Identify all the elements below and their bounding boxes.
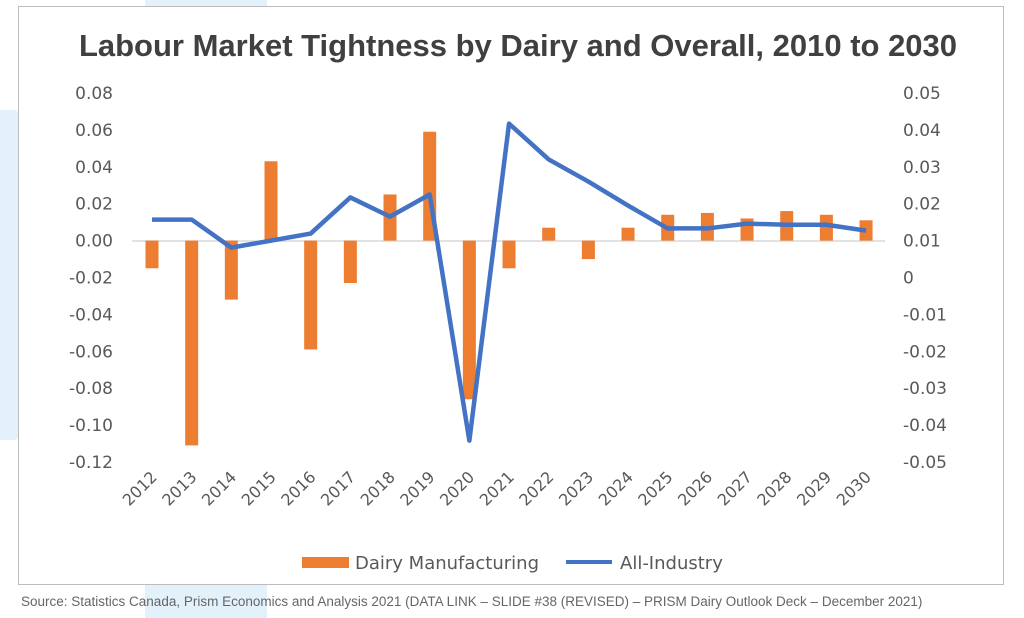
left-axis-tick-label: -0.02 [69,269,113,289]
x-axis-tick-label: 2029 [793,467,835,509]
right-axis-tick-label: 0 [903,269,914,289]
right-axis-tick-label: -0.02 [903,342,947,362]
x-axis-tick-label: 2022 [515,467,557,509]
x-axis-tick-label: 2026 [674,467,716,509]
right-axis-tick-label: 0.02 [903,195,941,215]
x-axis-tick-label: 2020 [436,467,478,509]
x-axis-tick-label: 2027 [714,467,756,509]
left-axis-tick-label: 0.06 [75,121,113,141]
left-axis-tick-label: 0.08 [75,84,113,104]
right-axis-tick-label: 0.05 [903,84,941,104]
dairy-bar-2013 [185,240,199,446]
dairy-bar-2014 [224,240,238,300]
chart-title: Labour Market Tightness by Dairy and Ove… [79,28,957,63]
x-axis-tick-label: 2017 [317,467,359,509]
left-axis-tick-label: -0.10 [69,416,113,436]
dairy-bar-2022 [542,227,556,241]
x-axis-tick-label: 2013 [158,467,200,509]
x-axis-tick-label: 2028 [753,467,795,509]
x-axis-tick-label: 2025 [634,467,676,509]
dairy-bar-2017 [343,240,357,284]
left-axis-tick-label: -0.08 [69,379,113,399]
dairy-bar-2029 [819,214,833,241]
right-axis-tick-label: 0.03 [903,158,941,178]
x-axis-tick-label: 2015 [238,467,280,509]
legend: Dairy Manufacturing All-Industry [302,553,723,574]
x-axis-tick-label: 2023 [555,467,597,509]
legend-swatch-dairy [302,557,349,568]
chart-frame [18,6,1004,585]
right-axis-tick-label: -0.01 [903,305,947,325]
dairy-bar-2024 [621,227,635,241]
right-axis-tick-label: 0.01 [903,232,941,252]
x-axis-tick-label: 2012 [119,467,161,509]
x-axis-tick-label: 2024 [595,467,637,509]
right-axis-tick-label: -0.05 [903,453,947,473]
left-axis-tick-label: 0.04 [75,158,113,178]
left-axis-tick-label: -0.12 [69,453,113,473]
x-axis-tick-label: 2030 [833,467,875,509]
left-axis-tick-label: -0.04 [69,305,113,325]
dairy-bar-2020 [462,240,476,400]
x-axis-tick-label: 2021 [476,467,518,509]
dairy-bar-2016 [304,240,318,350]
all-industry-line [152,121,867,443]
left-axis-tick-label: 0.00 [75,232,113,252]
dairy-bar-2023 [581,240,595,260]
x-axis-tick-label: 2019 [396,467,438,509]
legend-label-dairy: Dairy Manufacturing [355,553,539,574]
dairy-bar-2021 [502,240,516,269]
dairy-bar-2012 [145,240,159,269]
right-axis-tick-label: -0.03 [903,379,947,399]
right-axis-tick-label: -0.04 [903,416,947,436]
dairy-bar-2015 [264,161,278,241]
source-note: Source: Statistics Canada, Prism Economi… [21,594,923,609]
x-axis-tick-label: 2016 [277,467,319,509]
left-axis-tick-label: -0.06 [69,342,113,362]
x-axis-tick-label: 2014 [198,467,240,509]
legend-label-all-industry: All-Industry [620,553,723,574]
x-axis-tick-label: 2018 [357,467,399,509]
right-axis-tick-label: 0.04 [903,121,941,141]
left-axis-tick-label: 0.02 [75,195,113,215]
